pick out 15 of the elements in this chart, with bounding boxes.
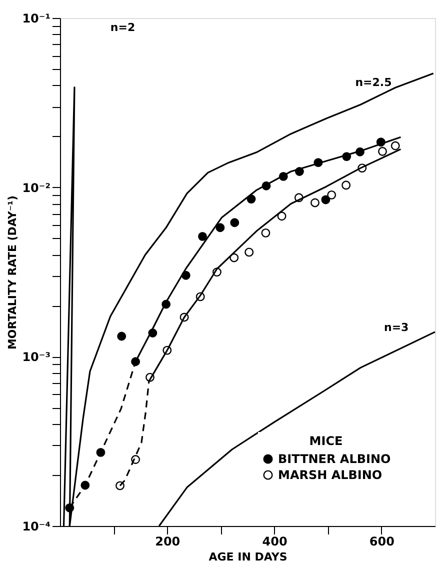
annotation: n=2.5 (355, 76, 392, 89)
y-tick-label: 10⁻³ (22, 350, 50, 364)
y-tick-label: 10⁻² (22, 180, 50, 195)
y-tick-label: 10⁻¹ (22, 12, 50, 26)
x-tick-label: 400 (262, 534, 288, 548)
y-tick-label: 10⁻⁴ (22, 520, 50, 534)
annotation: n=3 (384, 321, 409, 334)
annotation: n=2 (110, 21, 136, 34)
x-tick-label: 600 (369, 534, 394, 548)
x-tick-label: 200 (155, 534, 180, 548)
legend-label: MARSH ALBINO (278, 468, 382, 482)
y-axis-title: MORTALITY RATE (DAY⁻¹) (6, 195, 20, 350)
legend-label: BITTNER ALBINO (278, 452, 391, 466)
x-axis-title: AGE IN DAYS (208, 550, 288, 564)
legend-title: MICE (309, 434, 343, 448)
